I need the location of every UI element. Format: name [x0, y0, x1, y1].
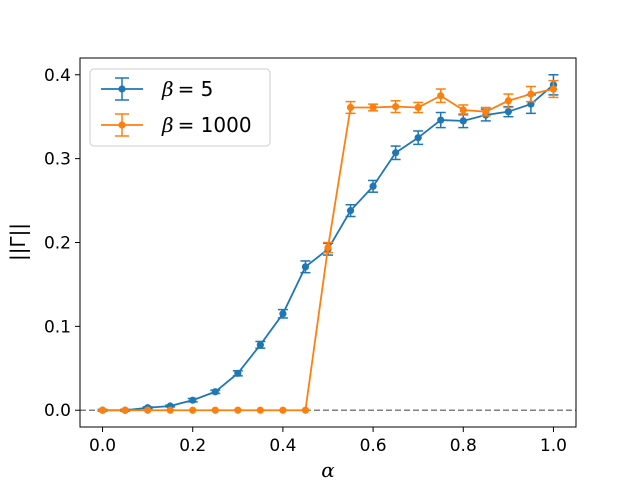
data-point	[459, 106, 467, 114]
series-2	[97, 79, 559, 414]
legend-label-symbol: β	[161, 77, 174, 101]
data-point	[256, 341, 264, 349]
data-point	[346, 207, 355, 215]
legend-label-value: = 5	[178, 77, 214, 101]
x-tick-label: 0.8	[450, 436, 477, 456]
legend-entry-1: β = 5	[101, 77, 213, 101]
data-point	[324, 243, 332, 252]
data-point	[437, 116, 445, 124]
data-point	[549, 85, 558, 93]
data-point	[504, 97, 512, 105]
data-point	[392, 103, 400, 111]
plot-area	[80, 74, 576, 414]
data-point	[414, 103, 422, 112]
data-point	[279, 310, 287, 318]
legend-marker	[118, 85, 126, 93]
data-point	[121, 406, 129, 414]
legend-label: β = 1000	[161, 113, 252, 137]
data-point	[527, 90, 535, 98]
data-point	[482, 108, 490, 116]
data-point	[211, 388, 219, 396]
x-tick-label: 0.0	[89, 436, 116, 456]
data-point	[234, 369, 242, 377]
legend-entry-2: β = 1000	[101, 113, 252, 137]
data-point	[437, 92, 445, 100]
data-point	[189, 406, 197, 414]
legend-label-symbol: β	[161, 113, 174, 137]
data-point	[301, 263, 310, 271]
data-point	[369, 103, 377, 112]
legend-marker	[118, 121, 126, 129]
y-tick-label: 0.2	[44, 234, 71, 254]
y-tick-label: 0.1	[44, 317, 71, 337]
x-axis-label: α	[321, 458, 335, 480]
x-tick-label: 0.4	[269, 436, 296, 456]
data-point	[256, 406, 264, 414]
legend: β = 5β = 1000	[89, 68, 271, 147]
x-axis: 0.0 0.2 0.4 0.6 0.8 1.0	[89, 427, 567, 456]
legend-label-value: = 1000	[178, 113, 252, 137]
y-tick-label: 0.3	[44, 150, 71, 170]
data-point	[346, 103, 355, 112]
x-tick-label: 0.2	[179, 436, 206, 456]
data-point	[414, 134, 422, 142]
data-point	[504, 108, 512, 116]
y-axis: 0.0 0.1 0.2 0.3 0.4	[44, 66, 80, 421]
y-axis-label: ||Γ||	[6, 223, 30, 261]
data-point	[211, 406, 219, 414]
data-point	[166, 406, 174, 414]
y-tick-label: 0.4	[44, 66, 71, 86]
data-point	[279, 406, 287, 414]
data-point	[234, 406, 242, 414]
data-point	[392, 149, 400, 157]
x-tick-label: 1.0	[540, 436, 567, 456]
data-point	[189, 396, 197, 404]
data-point	[98, 406, 107, 414]
legend-label: β = 5	[161, 77, 213, 101]
data-point	[301, 406, 310, 414]
data-point	[144, 406, 152, 414]
x-tick-label: 0.6	[360, 436, 387, 456]
data-point	[459, 117, 467, 125]
data-point	[369, 182, 377, 190]
y-tick-label: 0.0	[44, 401, 71, 421]
